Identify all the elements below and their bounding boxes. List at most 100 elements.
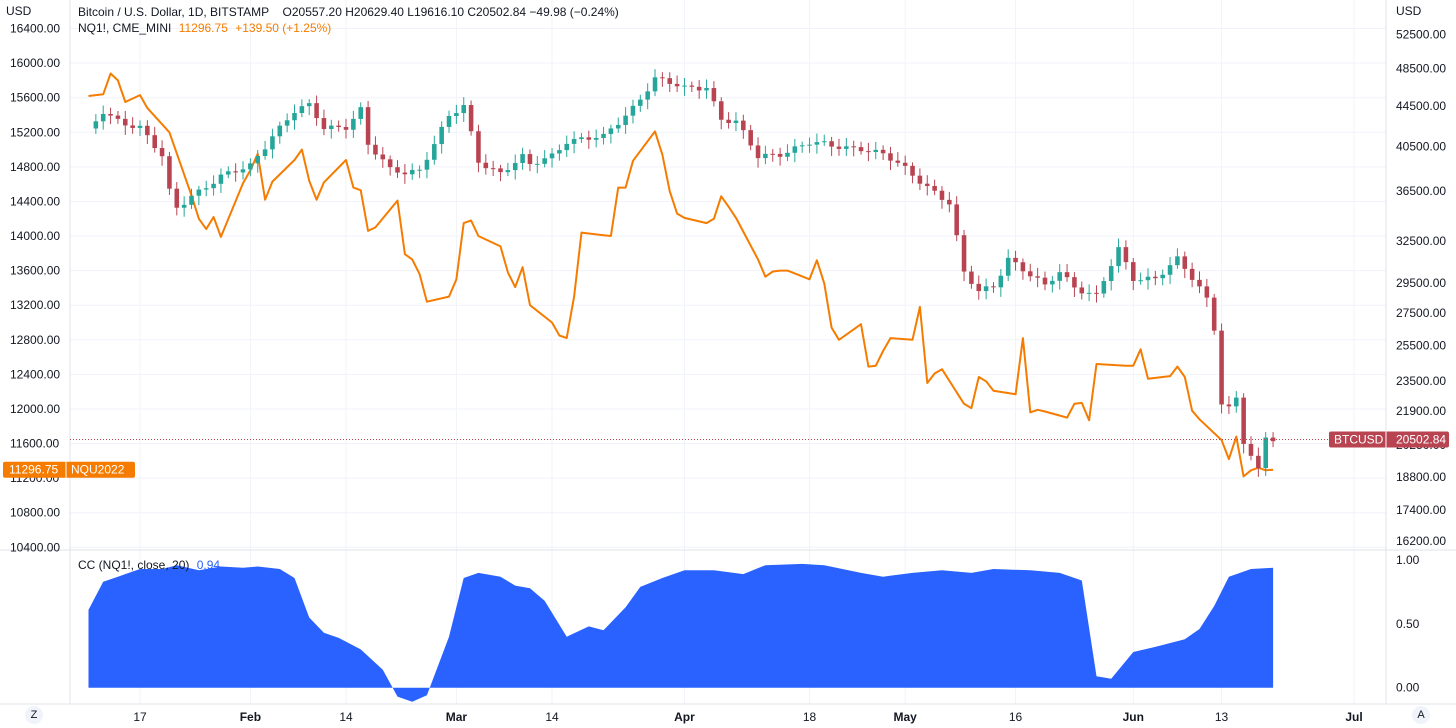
candle-body — [652, 77, 658, 92]
candle-body — [373, 144, 378, 155]
candle-body — [255, 155, 261, 164]
timezone-button[interactable]: Z — [25, 706, 43, 724]
candle-body — [226, 171, 231, 175]
right-axis-tick-label: 23500.00 — [1396, 374, 1446, 388]
candle-body — [932, 185, 937, 191]
candle-body — [1020, 262, 1026, 272]
candle-body — [1013, 257, 1018, 263]
candle-body — [1204, 286, 1210, 298]
time-axis-label: Jul — [1345, 710, 1362, 724]
candle-body — [277, 125, 283, 137]
candle-body — [483, 162, 489, 169]
candle-body — [1086, 292, 1092, 294]
cc-axis-tick-label: 0.00 — [1396, 681, 1420, 695]
axis-unit-right: USD — [1396, 4, 1422, 18]
candle-body — [181, 204, 187, 208]
candle-body — [167, 156, 172, 189]
candle-body — [586, 137, 592, 140]
candle-body — [314, 103, 319, 119]
candle-body — [490, 168, 496, 170]
candle-body — [1035, 276, 1040, 278]
candle-body — [93, 121, 99, 129]
candle-body — [343, 127, 349, 130]
candle-body — [1241, 397, 1246, 444]
right-axis-tick-label: 44500.00 — [1396, 99, 1446, 113]
indicator-legend[interactable]: CC (NQ1!, close, 20) 0.94 — [78, 557, 224, 573]
candle-body — [755, 145, 761, 159]
main-series-legend[interactable]: Bitcoin / U.S. Dollar, 1D, BITSTAMP O205… — [78, 4, 623, 20]
candle-body — [1189, 268, 1195, 280]
candle-body — [476, 131, 481, 163]
candle-body — [1064, 272, 1070, 278]
candle-body — [924, 183, 930, 186]
candle-body — [902, 162, 908, 166]
btc-price-tag-value: 20502.84 — [1396, 433, 1446, 447]
candle-body — [1079, 287, 1085, 294]
time-axis-label: 17 — [133, 710, 147, 724]
candle-body — [630, 105, 636, 116]
candle-body — [306, 103, 312, 107]
candle-body — [1219, 330, 1224, 405]
candle-body — [770, 153, 776, 155]
btc-price-tag-symbol: BTCUSD — [1334, 433, 1384, 447]
time-axis-label: 14 — [545, 710, 559, 724]
candle-body — [248, 163, 253, 170]
candle-body — [549, 153, 555, 159]
nq-line-series — [88, 72, 1274, 478]
candle-body — [292, 113, 297, 121]
candle-body — [696, 86, 702, 91]
candle-body — [748, 130, 753, 146]
compare-series-symbol: NQ1!, CME_MINI — [78, 21, 172, 35]
btc-candles — [93, 69, 1276, 477]
candle-body — [174, 188, 180, 208]
time-axis[interactable]: 17 Feb 14 Mar 14 Apr 18 May 16 Jun 13 Jul — [133, 710, 1362, 724]
candle-body — [240, 169, 246, 173]
candle-body — [1160, 274, 1165, 279]
candle-body — [189, 195, 194, 205]
candle-body — [145, 125, 150, 136]
left-axis-tick-label: 11600.00 — [10, 437, 59, 451]
candle-body — [557, 150, 562, 154]
main-series-symbol: Bitcoin / U.S. Dollar, 1D, BITSTAMP — [78, 5, 270, 19]
candle-body — [137, 125, 143, 128]
candle-body — [1072, 277, 1077, 288]
candle-body — [733, 120, 739, 123]
right-axis-tick-label: 48500.00 — [1396, 62, 1446, 76]
candle-body — [689, 85, 695, 87]
compare-series-legend[interactable]: NQ1!, CME_MINI 11296.75 +139.50 (+1.25%) — [78, 20, 335, 36]
right-price-axis[interactable]: 16200.0017400.0018800.0020250.0021900.00… — [1396, 28, 1446, 548]
candle-body — [1130, 262, 1136, 281]
candle-body — [718, 101, 724, 120]
candle-body — [196, 189, 202, 196]
left-axis-tick-label: 13200.00 — [10, 298, 60, 312]
candle-body — [395, 167, 400, 173]
left-axis-tick-label: 12000.00 — [10, 402, 60, 416]
compare-series-change: +139.50 (+1.25%) — [235, 21, 332, 35]
candle-body — [1211, 297, 1217, 331]
candle-body — [351, 118, 356, 130]
candle-body — [432, 144, 437, 160]
candle-body — [579, 137, 584, 140]
candle-body — [439, 126, 444, 145]
candle-body — [262, 149, 268, 156]
candle-body — [711, 88, 717, 102]
left-axis-tick-label: 16000.00 — [10, 56, 60, 70]
candle-body — [1005, 257, 1011, 276]
candle-body — [1233, 397, 1239, 407]
left-axis-tick-label: 12400.00 — [10, 367, 60, 381]
compare-series-value: 11296.75 — [178, 21, 228, 35]
price-tags: 11296.75 NQU2022 BTCUSD 20502.84 — [3, 431, 1449, 478]
candle-body — [564, 143, 570, 151]
candle-body — [218, 174, 224, 184]
candle-body — [270, 136, 275, 150]
candle-body — [1226, 404, 1232, 407]
candle-body — [623, 115, 628, 125]
auto-scale-button[interactable]: A — [1412, 706, 1430, 724]
candle-body — [424, 159, 430, 170]
candle-body — [1108, 266, 1114, 282]
candle-body — [799, 145, 805, 147]
candle-body — [527, 154, 533, 164]
candle-body — [821, 141, 827, 143]
candle-body — [954, 204, 959, 236]
